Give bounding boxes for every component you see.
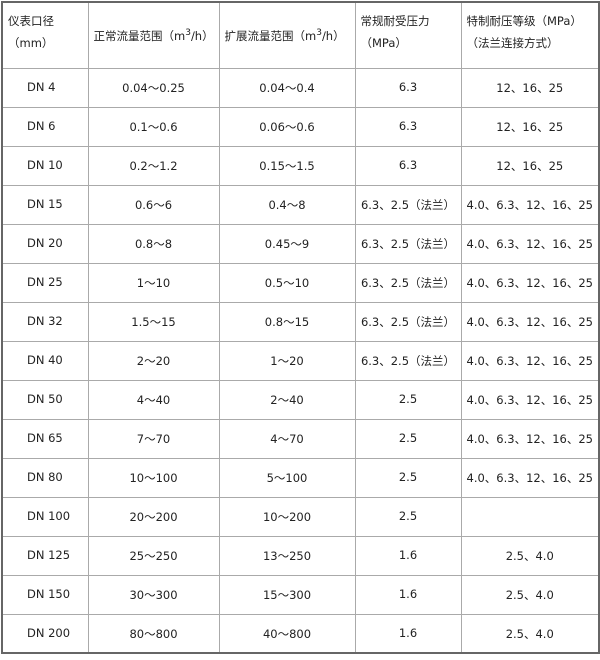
header-extended-flow: 扩展流量范围（m3/h）: [218, 1, 356, 69]
table-row: DN 4 0.04～0.25 0.04～0.4 6.3 12、16、25: [1, 67, 600, 108]
cell-diameter: DN 65: [1, 418, 89, 459]
cell-special-pressure: 2.5、4.0: [460, 613, 600, 654]
cell-normal-flow: 0.1～0.6: [87, 106, 220, 147]
table-row: DN 50 4～40 2～40 2.5 4.0、6.3、12、16、25: [1, 379, 600, 420]
header-normal-flow: 正常流量范围（m3/h）: [87, 1, 220, 69]
cell-diameter: DN 125: [1, 535, 89, 576]
cell-normal-pressure: 1.6: [354, 574, 462, 615]
cell-normal-flow: 80～800: [87, 613, 220, 654]
cell-normal-pressure: 6.3: [354, 67, 462, 108]
cell-normal-pressure: 1.6: [354, 613, 462, 654]
cell-extended-flow: 1～20: [218, 340, 356, 381]
cell-diameter: DN 4: [1, 67, 89, 108]
cell-normal-pressure: 1.6: [354, 535, 462, 576]
cell-normal-pressure: 2.5: [354, 496, 462, 537]
cell-diameter: DN 100: [1, 496, 89, 537]
cell-normal-flow: 0.8～8: [87, 223, 220, 264]
cell-extended-flow: 15～300: [218, 574, 356, 615]
cell-extended-flow: 13～250: [218, 535, 356, 576]
cell-extended-flow: 0.04～0.4: [218, 67, 356, 108]
cell-special-pressure: 12、16、25: [460, 106, 600, 147]
table-row: DN 10 0.2～1.2 0.15～1.5 6.3 12、16、25: [1, 145, 600, 186]
cell-normal-pressure: 6.3: [354, 145, 462, 186]
cell-special-pressure: 2.5、4.0: [460, 574, 600, 615]
table-row: DN 100 20～200 10～200 2.5: [1, 496, 600, 537]
cell-diameter: DN 80: [1, 457, 89, 498]
cell-extended-flow: 0.06～0.6: [218, 106, 356, 147]
header-special-pressure: 特制耐压等级（MPa）（法兰连接方式）: [460, 1, 600, 69]
cell-special-pressure: 4.0、6.3、12、16、25: [460, 340, 600, 381]
header-diameter: 仪表口径（mm）: [1, 1, 89, 69]
cell-normal-flow: 2～20: [87, 340, 220, 381]
cell-normal-pressure: 2.5: [354, 418, 462, 459]
cell-normal-flow: 0.2～1.2: [87, 145, 220, 186]
header-normal-pressure: 常规耐受压力（MPa）: [354, 1, 462, 69]
cell-normal-flow: 25～250: [87, 535, 220, 576]
cell-diameter: DN 10: [1, 145, 89, 186]
cell-normal-flow: 10～100: [87, 457, 220, 498]
cell-extended-flow: 4～70: [218, 418, 356, 459]
cell-normal-flow: 0.6～6: [87, 184, 220, 225]
cell-normal-pressure: 2.5: [354, 379, 462, 420]
cell-diameter: DN 200: [1, 613, 89, 654]
cell-diameter: DN 40: [1, 340, 89, 381]
cell-extended-flow: 40～800: [218, 613, 356, 654]
cell-special-pressure: 4.0、6.3、12、16、25: [460, 223, 600, 264]
cell-diameter: DN 15: [1, 184, 89, 225]
cell-special-pressure: 2.5、4.0: [460, 535, 600, 576]
table-row: DN 15 0.6～6 0.4～8 6.3、2.5（法兰） 4.0、6.3、12、16、…: [1, 184, 600, 225]
cell-normal-flow: 0.04～0.25: [87, 67, 220, 108]
cell-extended-flow: 2～40: [218, 379, 356, 420]
cell-special-pressure: [460, 496, 600, 537]
cell-diameter: DN 32: [1, 301, 89, 342]
cell-diameter: DN 150: [1, 574, 89, 615]
cell-normal-pressure: 6.3、2.5（法兰）: [354, 223, 462, 264]
cell-extended-flow: 0.8～15: [218, 301, 356, 342]
table-row: DN 125 25～250 13～250 1.6 2.5、4.0: [1, 535, 600, 576]
cell-normal-flow: 30～300: [87, 574, 220, 615]
cell-normal-flow: 1～10: [87, 262, 220, 303]
cell-special-pressure: 4.0、6.3、12、16、25: [460, 262, 600, 303]
cell-extended-flow: 0.45～9: [218, 223, 356, 264]
cell-normal-pressure: 6.3、2.5（法兰）: [354, 340, 462, 381]
cell-extended-flow: 0.4～8: [218, 184, 356, 225]
cell-diameter: DN 20: [1, 223, 89, 264]
cell-extended-flow: 0.5～10: [218, 262, 356, 303]
cell-special-pressure: 12、16、25: [460, 67, 600, 108]
cell-normal-pressure: 6.3: [354, 106, 462, 147]
header-row: 仪表口径（mm） 正常流量范围（m3/h） 扩展流量范围（m3/h） 常规耐受压…: [1, 1, 600, 69]
table-row: DN 150 30～300 15～300 1.6 2.5、4.0: [1, 574, 600, 615]
cell-extended-flow: 0.15～1.5: [218, 145, 356, 186]
table-row: DN 200 80～800 40～800 1.6 2.5、4.0: [1, 613, 600, 654]
cell-extended-flow: 5～100: [218, 457, 356, 498]
cell-normal-flow: 20～200: [87, 496, 220, 537]
table-row: DN 80 10～100 5～100 2.5 4.0、6.3、12、16、25: [1, 457, 600, 498]
cell-diameter: DN 25: [1, 262, 89, 303]
cell-extended-flow: 10～200: [218, 496, 356, 537]
cell-normal-flow: 4～40: [87, 379, 220, 420]
cell-normal-flow: 1.5～15: [87, 301, 220, 342]
cell-normal-pressure: 6.3、2.5（法兰）: [354, 262, 462, 303]
table-row: DN 65 7～70 4～70 2.5 4.0、6.3、12、16、25: [1, 418, 600, 459]
table-row: DN 20 0.8～8 0.45～9 6.3、2.5（法兰） 4.0、6.3、12、16…: [1, 223, 600, 264]
cell-normal-flow: 7～70: [87, 418, 220, 459]
table-row: DN 32 1.5～15 0.8～15 6.3、2.5（法兰） 4.0、6.3、12、1…: [1, 301, 600, 342]
cell-special-pressure: 4.0、6.3、12、16、25: [460, 418, 600, 459]
table-row: DN 40 2～20 1～20 6.3、2.5（法兰） 4.0、6.3、12、16、25: [1, 340, 600, 381]
cell-diameter: DN 50: [1, 379, 89, 420]
cell-special-pressure: 4.0、6.3、12、16、25: [460, 457, 600, 498]
cell-special-pressure: 4.0、6.3、12、16、25: [460, 379, 600, 420]
cell-special-pressure: 4.0、6.3、12、16、25: [460, 301, 600, 342]
cell-normal-pressure: 6.3、2.5（法兰）: [354, 301, 462, 342]
table-row: DN 25 1～10 0.5～10 6.3、2.5（法兰） 4.0、6.3、12、16、…: [1, 262, 600, 303]
table-row: DN 6 0.1～0.6 0.06～0.6 6.3 12、16、25: [1, 106, 600, 147]
cell-normal-pressure: 6.3、2.5（法兰）: [354, 184, 462, 225]
cell-diameter: DN 6: [1, 106, 89, 147]
cell-normal-pressure: 2.5: [354, 457, 462, 498]
cell-special-pressure: 12、16、25: [460, 145, 600, 186]
cell-special-pressure: 4.0、6.3、12、16、25: [460, 184, 600, 225]
